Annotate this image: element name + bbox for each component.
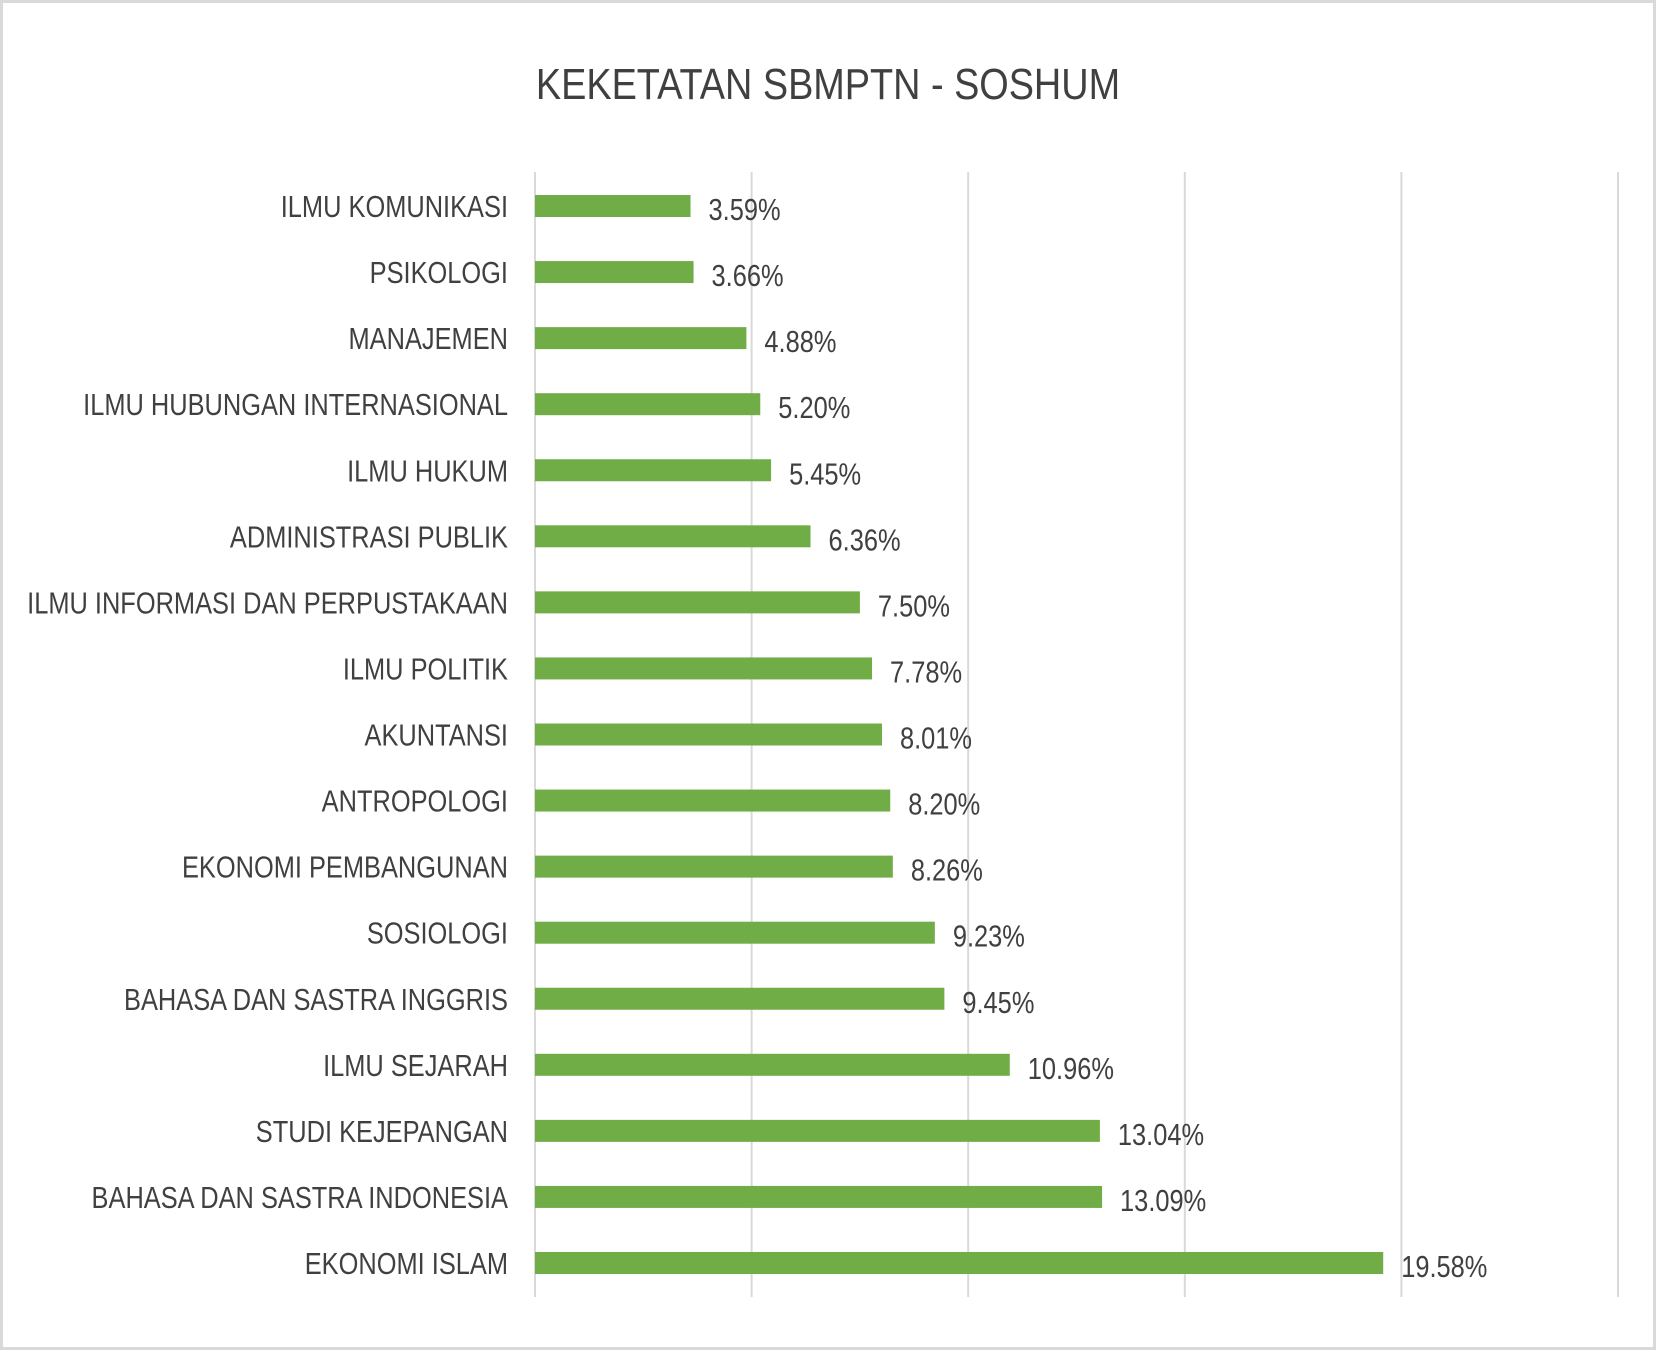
chart-title: KEKETATAN SBMPTN - SOSHUM [536,59,1120,108]
bar [535,855,893,878]
category-label: PSIKOLOGI [370,256,508,291]
bar-chart: KEKETATAN SBMPTN - SOSHUM ILMU KOMUNIKAS… [27,59,1619,1297]
category-label: BAHASA DAN SASTRA INGGRIS [124,982,508,1017]
category-label: ILMU KOMUNIKASI [281,190,508,225]
bar [535,657,873,680]
data-label: 9.23% [953,919,1025,954]
data-label: 5.20% [778,391,850,426]
data-label: 19.58% [1401,1250,1487,1285]
data-label: 6.36% [829,523,901,558]
data-label: 13.04% [1118,1118,1204,1153]
bar [535,1252,1384,1274]
category-labels: ILMU KOMUNIKASI PSIKOLOGI MANAJEMEN ILMU HU… [27,190,508,1282]
category-label: EKONOMI PEMBANGUNAN [182,850,508,885]
category-label: ADMINISTRASI PUBLIK [230,520,508,555]
category-label: STUDI KEJEPANGAN [256,1115,508,1150]
bar [535,987,945,1010]
bar [535,789,891,812]
category-label: ILMU HUKUM [347,454,508,489]
bar [535,525,811,548]
category-label: MANAJEMEN [349,322,508,357]
bar [535,1119,1100,1142]
category-label: ILMU INFORMASI DAN PERPUSTAKAAN [27,586,508,621]
bar [535,195,691,217]
data-label: 5.45% [789,457,861,492]
category-label: AKUNTANSI [364,718,508,753]
gridlines [534,172,1619,1297]
data-label: 9.45% [962,985,1034,1020]
data-label: 3.66% [712,259,784,294]
category-label: ANTROPOLOGI [322,784,508,819]
bar [535,723,882,746]
category-label: ILMU HUBUNGAN INTERNASIONAL [83,388,508,423]
data-label: 8.01% [900,721,972,756]
bar [535,1185,1103,1208]
bar [535,1053,1010,1076]
data-label: 8.26% [911,853,983,888]
data-labels: 3.59% 3.66% 4.88% 5.20% 5.45% 6.36% 7.50% 7.78%… [709,193,1488,1285]
data-label: 10.96% [1028,1051,1114,1086]
bar [535,261,694,284]
bar [535,393,761,416]
bar [535,327,747,350]
category-label: EKONOMI ISLAM [305,1247,508,1282]
data-label: 3.59% [709,193,781,228]
category-label: SOSIOLOGI [367,916,508,951]
bar [535,591,860,614]
category-label: BAHASA DAN SASTRA INDONESIA [92,1181,509,1216]
bars [535,195,1384,1274]
bar [535,459,772,482]
category-label: ILMU POLITIK [343,652,508,687]
data-label: 7.50% [878,589,950,624]
data-label: 8.20% [908,787,980,822]
data-label: 7.78% [890,655,962,690]
data-label: 13.09% [1120,1184,1206,1219]
category-label: ILMU SEJARAH [323,1048,508,1083]
bar [535,921,935,944]
data-label: 4.88% [764,325,836,360]
